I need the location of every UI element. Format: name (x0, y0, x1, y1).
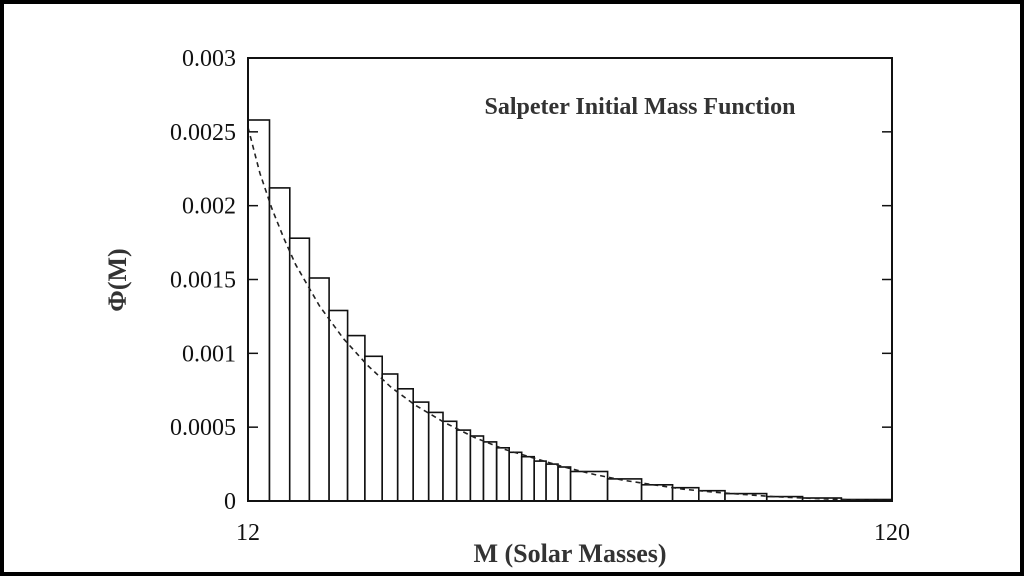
imf-chart: 0 0.0005 0.001 0.0015 0.002 0.0025 0.003 12 120… (103, 46, 910, 568)
histogram-bar-19 (545, 463, 559, 502)
histogram-bar-8 (396, 387, 415, 502)
y-tick-label: 0.001 (182, 341, 236, 367)
histogram-bar-20 (557, 466, 572, 502)
histogram-bar-6 (364, 355, 383, 502)
histogram-bar-12 (455, 429, 472, 502)
histogram-bar-23 (640, 483, 674, 502)
plot-border (247, 57, 893, 502)
fit-curve (247, 127, 893, 502)
x-axis-tick-labels: 12 120 (236, 520, 910, 546)
y-axis-title: Φ(M) (103, 248, 132, 311)
chart-frame: 0 0.0005 0.001 0.0015 0.002 0.0025 0.003 12 120… (4, 4, 1020, 572)
histogram-bar-2 (288, 237, 311, 502)
histogram-bars (247, 119, 893, 502)
y-tick-label: 0.0025 (170, 120, 236, 146)
x-tick-label: 120 (874, 520, 910, 546)
y-tick-label: 0.002 (182, 194, 236, 220)
histogram-bar-7 (381, 373, 399, 502)
histogram-bar-11 (442, 420, 458, 502)
y-tick-label: 0 (224, 489, 236, 515)
histogram-bar-14 (482, 441, 498, 502)
histogram-bar-10 (427, 411, 444, 502)
histogram-bar-18 (533, 460, 547, 502)
histogram-bar-16 (508, 451, 523, 502)
histogram-bar-9 (412, 401, 430, 502)
histogram-bar-24 (671, 486, 700, 502)
histogram-bar-13 (469, 435, 485, 502)
y-axis-ticks: 0 0.0005 0.001 0.0015 0.002 0.0025 0.003 (170, 46, 892, 515)
histogram-bar-1 (268, 187, 291, 502)
x-axis-title: M (Solar Masses) (473, 539, 666, 568)
histogram-bar-25 (697, 489, 726, 502)
histogram-bar-15 (495, 446, 511, 502)
histogram-bar-17 (520, 455, 536, 502)
x-tick-label: 12 (236, 520, 260, 546)
y-tick-label: 0.0015 (170, 268, 236, 294)
histogram-bar-0 (247, 119, 271, 502)
y-tick-label: 0.0005 (170, 415, 236, 441)
chart-title: Salpeter Initial Mass Function (485, 94, 796, 120)
y-tick-label: 0.003 (182, 46, 236, 72)
histogram-bar-3 (308, 277, 330, 502)
